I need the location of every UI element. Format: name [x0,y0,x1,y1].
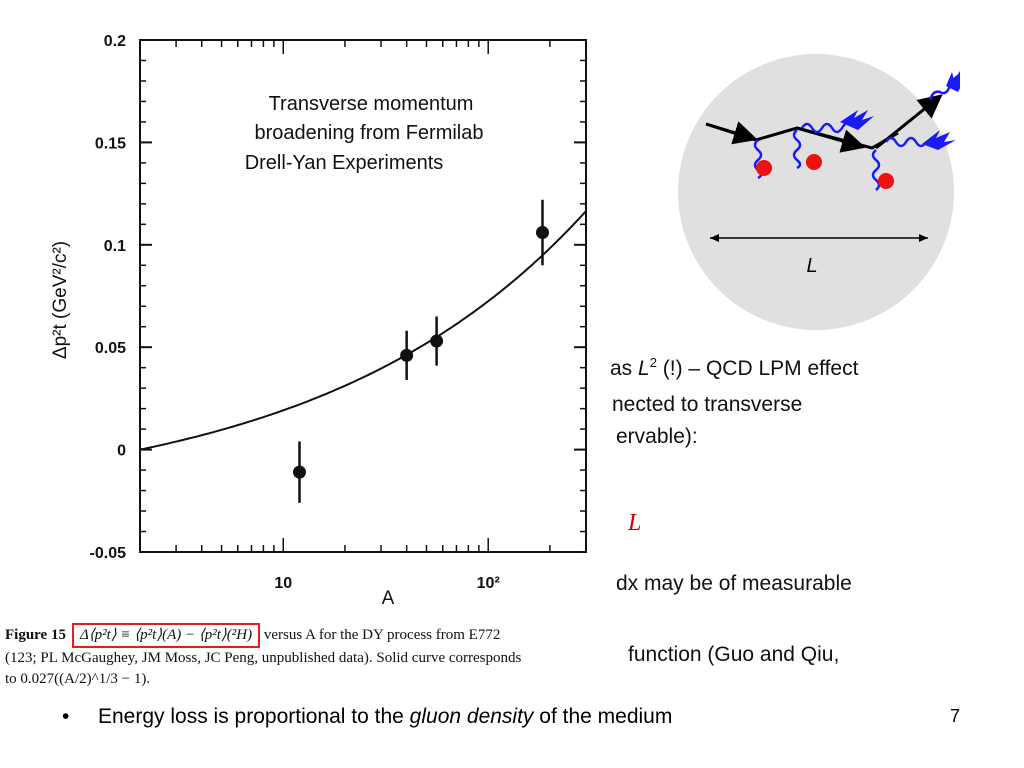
scattering-center-1 [756,160,772,176]
quark-arrow-1 [705,121,758,145]
bg-text-line2: nected to transverse [612,393,803,416]
fit-curve [139,210,587,451]
y-axis-label: Δp²t (GeV²/c²) [50,241,71,359]
length-arrow-right-head [919,234,928,242]
bullet-text-1: Energy loss is proportional to the [98,705,410,728]
annotation-line-1: Transverse momentum [269,93,474,115]
bullet-text-italic: gluon density [409,705,534,728]
radiation-burst-1 [840,110,874,130]
y-tick-label: 0.1 [104,238,126,255]
scattering-diagram: L [678,54,960,330]
quark-arrow-2 [796,126,866,153]
length-var: L [638,357,650,380]
annotation-line-3: Drell-Yan Experiments [245,152,444,174]
caption-text-2: (123; PL McGaughey, JM Moss, JC Peng, un… [5,650,522,666]
caption-text-3: to 0.027((A/2)^1/3 − 1). [5,671,151,687]
radiated-gluon-3 [928,74,959,101]
data-point [535,226,549,240]
bg-text-line1: as L2 (!) – QCD LPM effect [610,355,859,380]
data-point [430,334,444,348]
bg-text-line3: ervable): [616,425,698,448]
bg-text-line5: function (Guo and Qiu, [628,643,840,666]
exchange-gluon-2 [792,129,802,170]
radiation-burst-3 [946,71,960,92]
caption-text-1: versus A for the DY process from E772 [260,627,501,643]
y-tick-label: 0.2 [104,33,126,50]
page-number: 7 [950,706,961,726]
annotation-line-2: broadening from Fermilab [255,122,484,144]
bg-red-symbol: L [628,510,642,536]
broadening-plot: 0.2 0.15 0.1 0.05 0 -0.05 10 10² Transverse mo… [50,33,587,609]
bullet-gluon-density: • Energy loss is proportional to the gluo… [62,705,672,729]
bullet-marker: • [62,705,70,728]
medium-circle [678,54,954,330]
data-point [292,465,306,479]
y-tick-label: 0.05 [95,340,126,357]
scattering-center-2 [806,154,822,170]
x-axis-label: A [382,588,395,609]
caption-formula-box: Δ⟨p²t⟩ ≡ ⟨p²t⟩(A) − ⟨p²t⟩(²H) [71,623,261,648]
length-arrow-left-head [710,234,719,242]
x-tick-label: 10 [274,575,292,592]
bullet-text-2: of the medium [533,705,673,728]
data-points [292,199,549,503]
y-ticks: 0.2 0.15 0.1 0.05 0 -0.05 [90,33,586,562]
y-tick-label: 0.15 [95,135,126,152]
scattering-center-3 [878,173,894,189]
x-tick-label: 10² [477,575,500,592]
radiated-gluon-1 [800,121,853,134]
data-point [400,348,414,362]
y-tick-label: 0 [117,443,126,460]
x-ticks: 10 10² [139,40,587,592]
radiation-burst-2 [922,130,956,150]
y-tick-label: -0.05 [90,545,127,562]
figure-caption: Figure 15 Δ⟨p²t⟩ ≡ ⟨p²t⟩(A) − ⟨p²t⟩(²H) v… [5,623,625,690]
length-label: L [806,255,817,277]
figure-label: Figure 15 [5,627,66,643]
bg-text-line4: dx may be of measurable [616,572,852,595]
plot-frame [139,39,587,553]
radiated-gluon-2 [884,136,928,148]
